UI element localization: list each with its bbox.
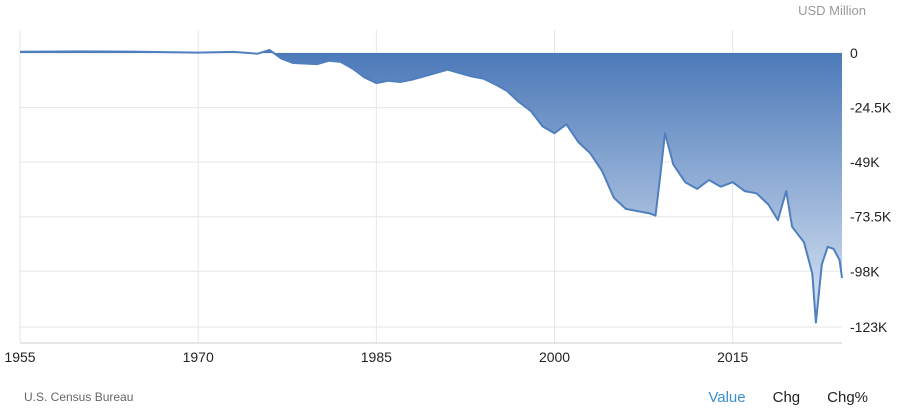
area-fill xyxy=(20,49,842,323)
x-tick-label: 1955 xyxy=(4,349,35,365)
y-tick-label: 0 xyxy=(850,45,858,61)
series-area xyxy=(19,48,843,324)
series-line xyxy=(19,48,843,324)
y-tick-label: -24.5K xyxy=(850,100,892,116)
y-tick-label: -123K xyxy=(850,319,888,335)
tab-chg-percent[interactable]: Chg% xyxy=(827,389,868,406)
unit-label: USD Million xyxy=(798,3,866,18)
source-label: U.S. Census Bureau xyxy=(24,390,134,404)
y-tick-label: -49K xyxy=(850,154,880,170)
view-tabs: Value Chg Chg% xyxy=(708,389,868,406)
x-tick-label: 2015 xyxy=(717,349,748,365)
x-tick-label: 1970 xyxy=(183,349,214,365)
axes: 0 -24.5K -49K -73.5K -98K -123K 1955 1970 1985 20… xyxy=(4,45,891,365)
x-tick-label: 1985 xyxy=(361,349,392,365)
x-tick-label: 2000 xyxy=(539,349,570,365)
y-tick-label: -73.5K xyxy=(850,209,892,225)
tab-value[interactable]: Value xyxy=(708,389,746,406)
tab-chg[interactable]: Chg xyxy=(772,389,801,406)
y-tick-label: -98K xyxy=(850,263,880,279)
